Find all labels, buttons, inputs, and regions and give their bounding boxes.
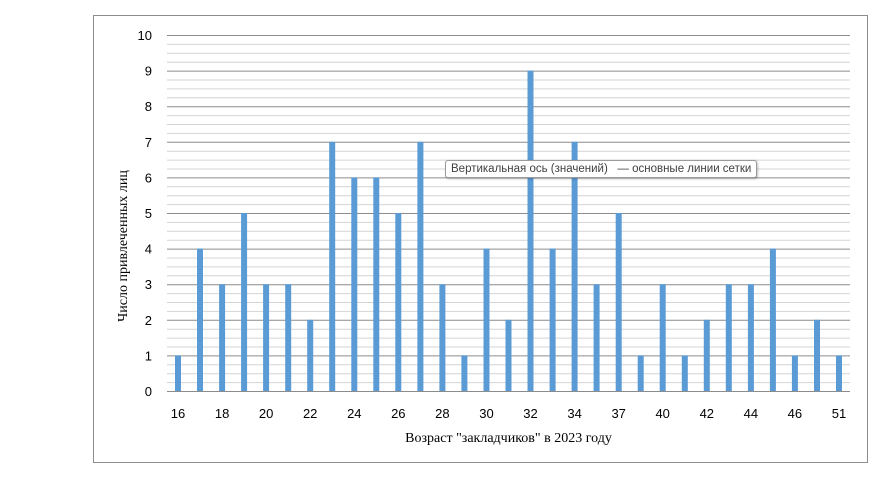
- bar-age-32: [527, 70, 534, 391]
- bar-age-19: [241, 213, 248, 391]
- y-tick-label: 6: [145, 170, 152, 185]
- x-tick-label: 44: [744, 406, 758, 421]
- bar-age-35: [593, 284, 600, 391]
- bar-age-17: [197, 248, 203, 391]
- y-tick-label: 10: [138, 28, 152, 43]
- x-axis-ticks: 16 18 20 22 24 26 28 30 32 34 37 40 42 44 46 51: [171, 406, 846, 421]
- y-tick-label: 0: [145, 384, 152, 399]
- bar-age-46: [791, 355, 798, 391]
- x-tick-label: 34: [567, 406, 581, 421]
- y-tick-label: 7: [145, 135, 152, 150]
- bar-age-26: [395, 213, 402, 391]
- y-tick-label: 5: [145, 206, 152, 221]
- y-tick-label: 9: [145, 64, 152, 79]
- bar-age-18: [219, 284, 226, 391]
- bar-age-21: [285, 284, 292, 391]
- x-tick-label: 20: [259, 406, 273, 421]
- y-tick-label: 3: [145, 277, 152, 292]
- y-axis-ticks: 0 1 2 3 4 5 6 7 8 9 10: [138, 28, 152, 399]
- bar-age-49: [814, 319, 820, 391]
- bar-age-23: [329, 141, 336, 391]
- y-tick-label: 4: [145, 242, 152, 257]
- bar-age-43: [725, 284, 732, 391]
- bar-age-25: [373, 177, 380, 391]
- y-tick-label: 2: [145, 313, 152, 328]
- bar-age-24: [351, 177, 358, 391]
- bar-age-33: [549, 248, 556, 391]
- bar-age-38: [637, 355, 644, 391]
- bar-age-41: [681, 355, 688, 391]
- bar-age-37: [615, 213, 622, 391]
- x-tick-label: 32: [523, 406, 537, 421]
- bar-age-20: [263, 284, 270, 391]
- bar-age-22: [307, 319, 314, 391]
- bar-age-28: [439, 284, 446, 391]
- gridlines-tooltip: Вертикальная ось (значений) — основные л…: [445, 160, 758, 178]
- bar-age-45: [769, 248, 776, 391]
- bar-age-44: [747, 284, 754, 391]
- y-tick-label: 8: [145, 99, 152, 114]
- y-tick-label: 1: [145, 348, 152, 363]
- x-tick-label: 16: [171, 406, 185, 421]
- x-tick-label: 40: [655, 406, 669, 421]
- bar-age-42: [703, 319, 710, 391]
- x-tick-label: 22: [303, 406, 317, 421]
- bar-age-16: [175, 355, 181, 391]
- bar-age-34: [571, 141, 578, 391]
- x-tick-label: 46: [788, 406, 802, 421]
- y-axis-title: Число привлеченных лиц: [116, 170, 131, 322]
- x-tick-label: 28: [435, 406, 449, 421]
- bars: [175, 70, 842, 391]
- x-tick-label: 37: [611, 406, 625, 421]
- bar-age-40: [659, 284, 666, 391]
- gridlines: [167, 35, 850, 384]
- x-tick-label: 24: [347, 406, 361, 421]
- x-tick-label: 18: [215, 406, 229, 421]
- x-tick-label: 42: [700, 406, 714, 421]
- x-tick-label: 26: [391, 406, 405, 421]
- x-axis-title: Возраст "закладчиков" в 2023 году: [405, 431, 612, 446]
- x-tick-label: 30: [479, 406, 493, 421]
- bar-age-31: [505, 319, 512, 391]
- bar-age-30: [483, 248, 490, 391]
- bar-age-29: [461, 355, 468, 391]
- bar-age-51: [836, 355, 842, 391]
- bar-age-27: [417, 141, 424, 391]
- x-tick-label: 51: [832, 406, 846, 421]
